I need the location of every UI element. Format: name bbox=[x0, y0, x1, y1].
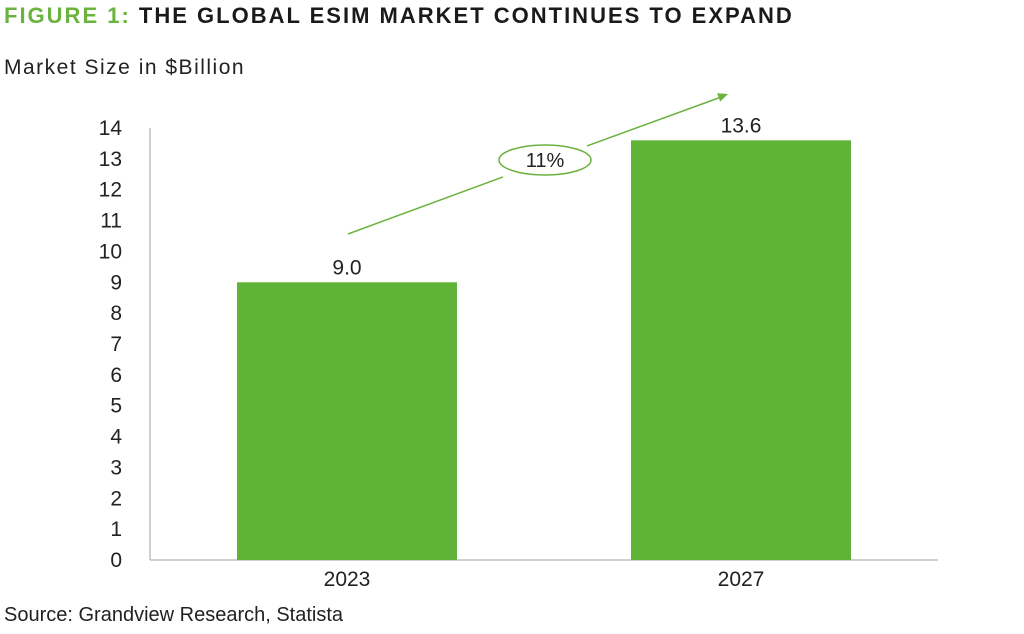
y-tick-label: 14 bbox=[99, 117, 123, 140]
y-tick-label: 12 bbox=[99, 179, 122, 202]
growth-annotation: 11% bbox=[347, 93, 728, 235]
unit-label: Market Size in $Billion bbox=[4, 56, 246, 79]
growth-arrow-segment bbox=[586, 95, 725, 147]
y-tick-label: 9 bbox=[110, 271, 122, 294]
y-tick-label: 4 bbox=[110, 426, 122, 449]
y-tick-label: 2 bbox=[110, 487, 122, 510]
y-tick-label: 3 bbox=[110, 456, 122, 479]
y-tick-label: 6 bbox=[110, 364, 122, 387]
x-tick-label: 2023 bbox=[324, 568, 371, 591]
y-tick-label: 8 bbox=[110, 302, 122, 325]
y-tick-label: 13 bbox=[99, 148, 122, 171]
growth-rate-label: 11% bbox=[526, 150, 565, 172]
y-tick-label: 7 bbox=[110, 333, 122, 356]
source-note: Source: Grandview Research, Statista bbox=[4, 604, 344, 626]
y-tick-label: 1 bbox=[110, 518, 122, 541]
bar bbox=[237, 282, 457, 560]
figure-label: FIGURE 1: bbox=[4, 3, 131, 28]
y-tick-label: 0 bbox=[110, 549, 122, 572]
figure-title-text: THE GLOBAL ESIM MARKET CONTINUES TO EXPA… bbox=[138, 3, 794, 28]
growth-rate-ellipse bbox=[498, 144, 592, 176]
bar bbox=[631, 140, 851, 561]
y-tick-label: 5 bbox=[110, 395, 122, 418]
y-tick-label: 10 bbox=[99, 240, 122, 263]
x-tick-label: 2027 bbox=[718, 568, 765, 591]
bar-value-label: 13.6 bbox=[721, 114, 762, 137]
bars: 9.0 2023 13.6 2027 bbox=[237, 114, 851, 591]
growth-arrow-segment bbox=[347, 176, 504, 235]
figure-title: FIGURE 1: THE GLOBAL ESIM MARKET CONTINU… bbox=[4, 3, 794, 29]
y-tick-label: 11 bbox=[100, 210, 122, 233]
growth-arrow-head bbox=[717, 93, 728, 102]
bar-value-label: 9.0 bbox=[332, 256, 361, 279]
